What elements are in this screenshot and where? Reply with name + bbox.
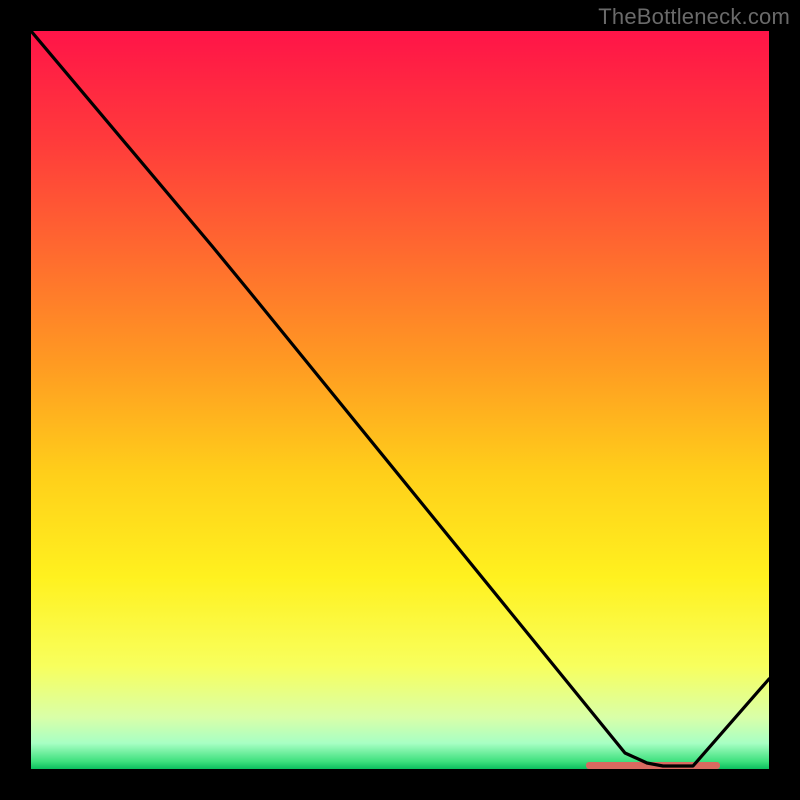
chart-stage: TheBottleneck.com [0,0,800,800]
chart-svg [31,31,769,769]
attribution-label: TheBottleneck.com [598,4,790,30]
plot-area [31,31,769,769]
gradient-background [31,31,769,769]
